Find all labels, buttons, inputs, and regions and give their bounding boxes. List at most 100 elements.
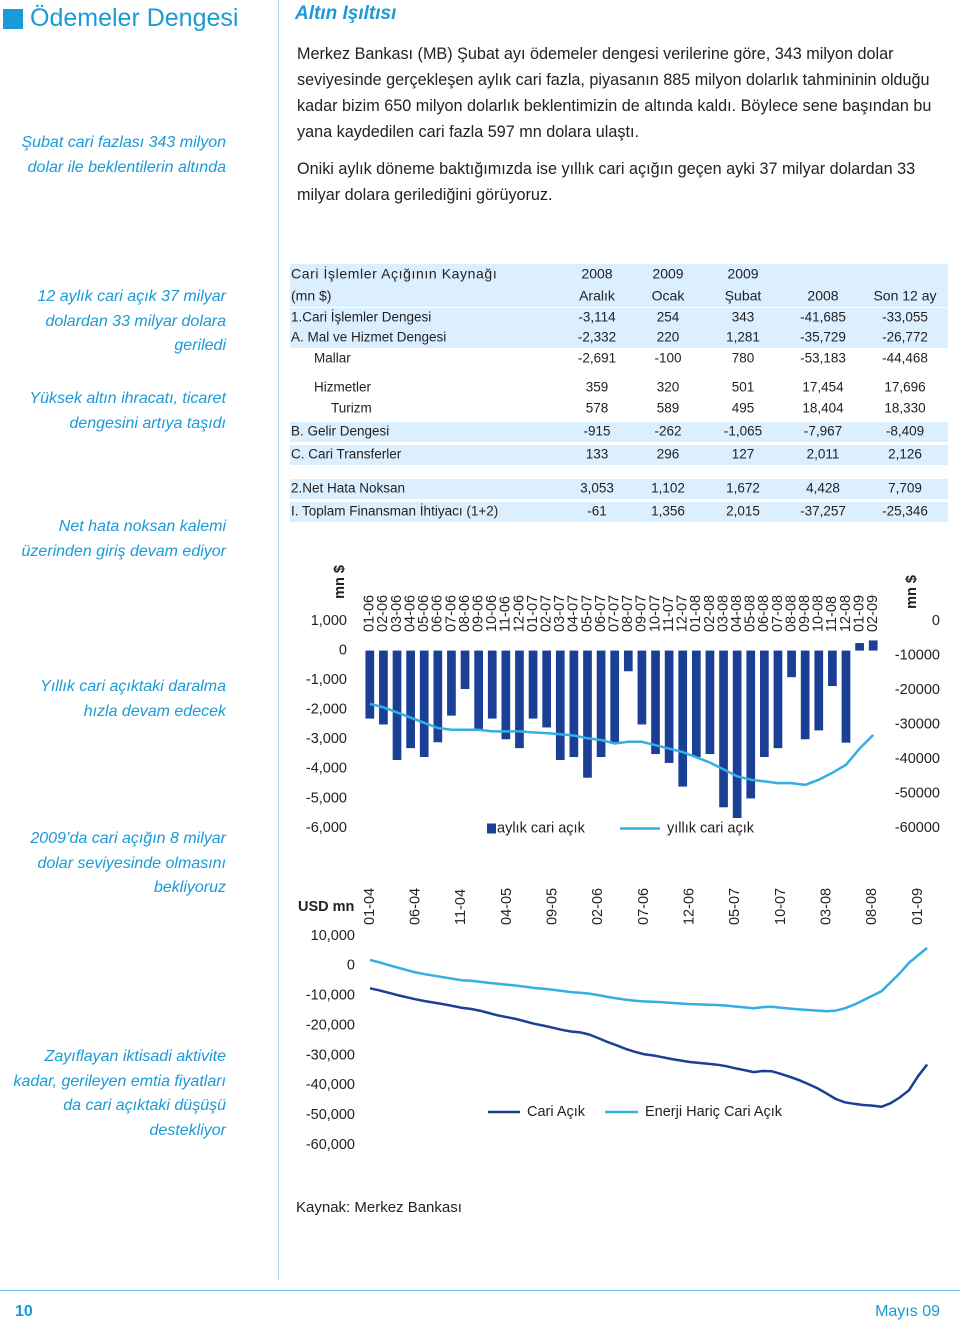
table-cell: 1,281 [726,330,760,345]
row-label: Hizmetler [314,380,372,395]
y-tick-label: -60000 [895,820,940,836]
y-tick-label: -60,000 [306,1137,355,1153]
y-tick-label: -40000 [895,751,940,767]
y-tick-label: -10,000 [306,988,355,1004]
bar [528,650,538,719]
table-row-band [290,308,948,328]
table-cell: 254 [657,310,680,325]
page-number: 10 [15,1303,33,1320]
y-tick-label: -20000 [895,682,940,698]
x-tick-label: 09-07 [634,595,650,632]
footer-date: Mayıs 09 [875,1303,940,1320]
side-note: Şubat cari fazlası 343 milyon dolar ile … [21,134,226,176]
x-tick-label: 10-07 [647,595,663,632]
table-cell: 2,126 [888,447,922,462]
row-label: B. Gelir Dengesi [291,424,389,439]
table-cell: -3,114 [578,310,616,325]
line [369,946,928,1013]
table-cell: 17,696 [884,380,925,395]
table-cell: 320 [657,380,680,395]
table-cell: 2,011 [807,447,840,462]
table-cell: -61 [587,504,607,519]
table-cell: 4,428 [806,481,840,496]
bar [542,650,552,728]
x-tick-label: 04-08 [729,595,745,632]
x-tick-label: 12-08 [838,595,854,632]
table-header: 2008 [581,266,612,282]
table-cell: 1,672 [726,481,760,496]
side-note: 2009’da cari açığın 8 milyar dolar seviy… [30,830,226,896]
x-tick-label: 10-08 [811,595,827,632]
y-tick-label: 0 [347,958,355,974]
x-tick-label: 02-06 [375,595,391,632]
x-tick-label: 09-06 [470,595,486,632]
x-tick-label: 08-08 [864,888,880,925]
x-tick-label: 11-07 [661,596,677,632]
bar [637,650,647,725]
legend-label: aylık cari açık [497,820,586,836]
table-cell: 2,015 [726,504,760,519]
x-tick-label: 04-07 [566,595,582,632]
x-tick-label: 05-06 [416,595,432,632]
table-cell: -25,346 [882,504,928,519]
bar [868,640,878,651]
bar [596,650,606,758]
x-tick-label: 03-06 [389,595,405,632]
table-cell: 17,454 [802,380,844,395]
table-header: 2009 [727,266,758,282]
y-tick-label: -50,000 [306,1107,355,1123]
y-tick-label: 0 [932,613,940,629]
legend-label: yıllık cari açık [667,820,755,836]
table-cell: 18,330 [884,401,925,416]
table-cell: -44,468 [882,351,928,366]
x-tick-label: 11-04 [453,889,469,925]
x-tick-label: 01-09 [851,595,867,632]
y-tick-label: -30000 [895,716,940,732]
table-cell: -8,409 [886,424,924,439]
x-tick-label: 06-07 [593,595,609,632]
table-header: Ocak [652,288,686,304]
bar [855,643,864,651]
table-cell: 501 [732,380,755,395]
y2-axis-title: mn $ [904,575,920,609]
table-row-band [290,328,948,348]
x-tick-label: 12-07 [675,595,691,632]
table-row-band [290,502,948,522]
row-label: 2.Net Hata Noksan [291,481,405,496]
table-cell: 3,053 [580,481,614,496]
bar [800,650,810,740]
x-tick-label: 08-07 [620,595,636,632]
y-axis-title: USD mn [298,899,354,915]
y-tick-label: -20,000 [306,1017,355,1033]
bar [392,650,402,760]
bar [460,650,470,690]
x-tick-label: 04-06 [402,595,418,632]
row-label: 1.Cari İşlemler Dengesi [291,310,431,325]
y-tick-label: -3,000 [306,731,347,747]
table-header-band [290,264,948,307]
x-tick-label: 01-09 [910,888,926,925]
y-tick-label: 10,000 [311,928,355,944]
table-cell: -53,183 [800,351,846,366]
bar [623,650,633,672]
bar [447,650,456,716]
bar [583,650,592,778]
x-tick-label: 04-05 [499,888,515,925]
table-row-band [290,422,948,442]
y-tick-label: 0 [339,642,347,658]
side-note: Zayıflayan iktisadi aktivite kadar, geri… [13,1048,226,1139]
title-marker [3,9,23,29]
y-tick-label: -2,000 [306,702,347,718]
paragraph: Merkez Bankası (MB) Şubat ayı ödemeler d… [297,45,932,141]
table-row-band [290,445,948,465]
table-cell: 589 [657,401,680,416]
table-cell: -100 [654,351,681,366]
row-label: Turizm [331,401,372,416]
x-tick-label: 03-08 [715,595,731,632]
x-tick-label: 03-08 [818,888,834,925]
bar [433,650,443,743]
legend-swatch [487,823,496,834]
side-note: Net hata noksan kalemi üzerinden giriş d… [21,518,226,560]
table-cell: 780 [732,351,755,366]
